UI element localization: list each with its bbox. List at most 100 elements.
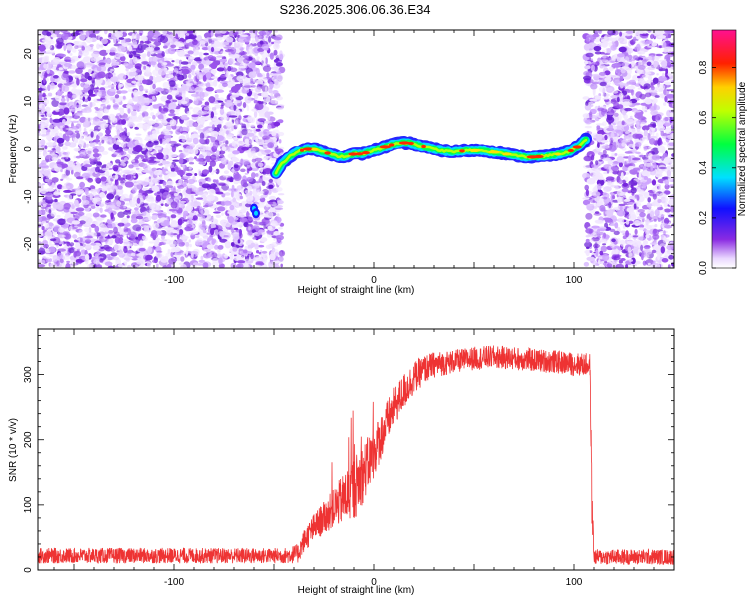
noise-blob bbox=[213, 40, 221, 48]
noise-blob bbox=[117, 264, 124, 267]
noise-blob bbox=[178, 262, 184, 266]
noise-blob bbox=[99, 192, 106, 198]
noise-blob bbox=[144, 40, 152, 44]
noise-blob bbox=[201, 183, 211, 189]
noise-blob bbox=[146, 261, 152, 268]
noise-blob bbox=[41, 259, 46, 264]
noise-blob bbox=[271, 131, 277, 137]
noise-blob bbox=[243, 58, 250, 64]
noise-blob bbox=[45, 220, 49, 223]
noise-blob bbox=[94, 89, 98, 97]
noise-blob bbox=[210, 46, 215, 53]
noise-blob bbox=[216, 36, 223, 41]
noise-blob bbox=[131, 69, 136, 72]
noise-blob bbox=[188, 239, 192, 243]
noise-blob bbox=[94, 176, 101, 183]
noise-blob bbox=[75, 188, 85, 195]
noise-blob bbox=[165, 100, 171, 104]
noise-blob bbox=[125, 138, 131, 142]
noise-blob bbox=[275, 205, 283, 208]
noise-blob bbox=[56, 53, 65, 57]
noise-blob bbox=[252, 237, 257, 240]
noise-blob bbox=[46, 111, 52, 118]
noise-blob bbox=[80, 78, 88, 83]
noise-blob bbox=[182, 105, 189, 109]
noise-blob bbox=[626, 89, 634, 93]
noise-blob bbox=[140, 35, 147, 40]
noise-blob bbox=[186, 33, 190, 36]
noise-blob bbox=[40, 114, 45, 117]
noise-blob bbox=[279, 53, 284, 61]
noise-blob bbox=[251, 167, 259, 172]
noise-blob bbox=[267, 142, 274, 149]
noise-blob bbox=[122, 239, 129, 242]
noise-blob bbox=[152, 83, 156, 90]
noise-blob bbox=[114, 174, 119, 180]
noise-blob bbox=[190, 201, 199, 208]
noise-blob bbox=[78, 95, 83, 101]
noise-blob bbox=[89, 108, 92, 113]
noise-blob bbox=[38, 152, 42, 156]
noise-blob bbox=[74, 171, 81, 178]
noise-blob bbox=[203, 52, 209, 56]
noise-blob bbox=[170, 251, 174, 257]
noise-blob bbox=[179, 33, 185, 39]
noise-blob bbox=[175, 129, 181, 135]
noise-blob bbox=[78, 31, 86, 34]
noise-blob bbox=[131, 110, 137, 116]
noise-blob bbox=[226, 134, 235, 140]
noise-blob bbox=[255, 87, 262, 93]
noise-blob bbox=[239, 51, 248, 56]
noise-blob bbox=[162, 81, 170, 89]
noise-blob bbox=[194, 173, 198, 176]
noise-blob bbox=[273, 260, 281, 264]
noise-blob bbox=[138, 247, 146, 252]
noise-blob bbox=[233, 104, 237, 111]
noise-blob bbox=[203, 248, 212, 253]
noise-blob bbox=[264, 120, 273, 124]
noise-blob bbox=[148, 57, 152, 62]
noise-blob bbox=[110, 68, 115, 72]
noise-blob bbox=[117, 46, 126, 53]
noise-blob bbox=[151, 130, 160, 135]
noise-blob bbox=[124, 42, 134, 46]
noise-blob bbox=[201, 68, 210, 71]
noise-blob bbox=[191, 93, 200, 97]
noise-blob bbox=[68, 70, 76, 74]
noise-blob bbox=[239, 217, 248, 223]
noise-blob bbox=[278, 227, 283, 230]
noise-blob bbox=[149, 209, 155, 213]
noise-blob bbox=[157, 68, 167, 76]
noise-blob bbox=[49, 151, 55, 156]
noise-blob bbox=[161, 51, 165, 57]
noise-blob bbox=[58, 67, 63, 71]
noise-blob bbox=[163, 107, 169, 112]
noise-blob bbox=[84, 98, 89, 103]
noise-blob bbox=[227, 65, 232, 72]
noise-blob bbox=[278, 193, 285, 196]
noise-blob bbox=[196, 73, 204, 80]
noise-blob bbox=[63, 63, 73, 67]
noise-blob bbox=[115, 141, 122, 145]
noise-blob bbox=[89, 144, 95, 147]
noise-blob bbox=[198, 191, 204, 196]
noise-blob bbox=[163, 148, 170, 153]
noise-blob bbox=[200, 255, 204, 260]
noise-blob bbox=[188, 156, 194, 163]
noise-blob bbox=[40, 134, 47, 137]
noise-blob bbox=[115, 159, 121, 164]
noise-blob bbox=[218, 257, 223, 265]
noise-blob bbox=[258, 244, 265, 248]
noise-blob bbox=[87, 89, 94, 95]
noise-blob bbox=[123, 261, 128, 265]
noise-blob bbox=[162, 180, 167, 187]
noise-blob bbox=[216, 206, 226, 212]
noise-blob bbox=[173, 72, 177, 77]
noise-blob bbox=[56, 40, 60, 45]
noise-blob bbox=[151, 232, 155, 236]
noise-blob bbox=[190, 64, 196, 70]
noise-blob bbox=[52, 202, 61, 210]
noise-blob bbox=[126, 50, 130, 54]
noise-blob bbox=[185, 82, 194, 87]
noise-blob bbox=[228, 75, 232, 81]
